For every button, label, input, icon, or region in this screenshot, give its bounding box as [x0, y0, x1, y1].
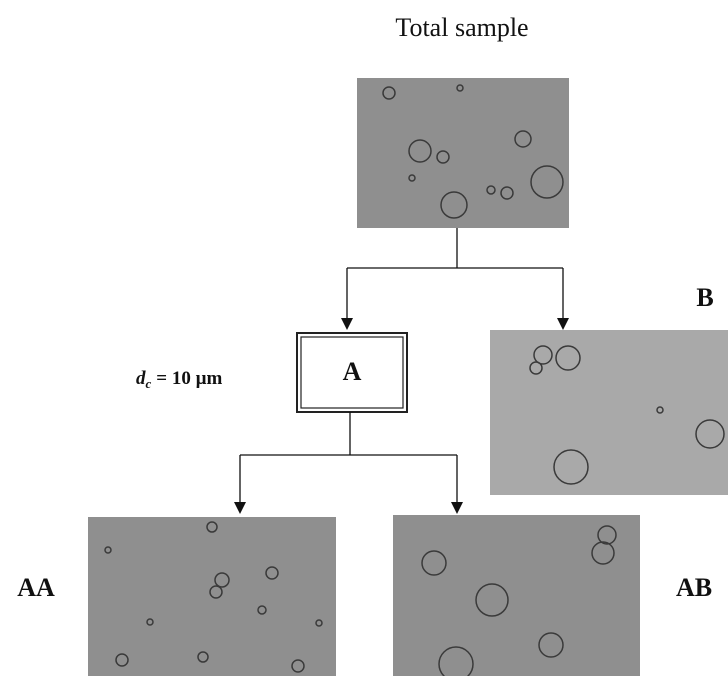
photo-total	[357, 78, 569, 228]
cutoff-symbol: d	[136, 368, 146, 389]
connector-top	[341, 228, 569, 330]
connector-a	[234, 412, 463, 514]
photo-b	[490, 330, 728, 495]
photo-ab	[393, 515, 640, 676]
photo-aa	[88, 517, 336, 676]
node-label-a: A	[343, 357, 362, 386]
cutoff-subscript: c	[146, 376, 152, 391]
cutoff-text: = 10 µm	[156, 368, 222, 389]
node-a: A	[296, 332, 408, 413]
node-label-ab: AB	[676, 573, 712, 602]
cutoff-label: dc = 10 µm	[136, 368, 223, 391]
title: Total sample	[395, 13, 528, 42]
node-label-b: B	[696, 283, 713, 312]
node-label-aa: AA	[17, 573, 55, 602]
